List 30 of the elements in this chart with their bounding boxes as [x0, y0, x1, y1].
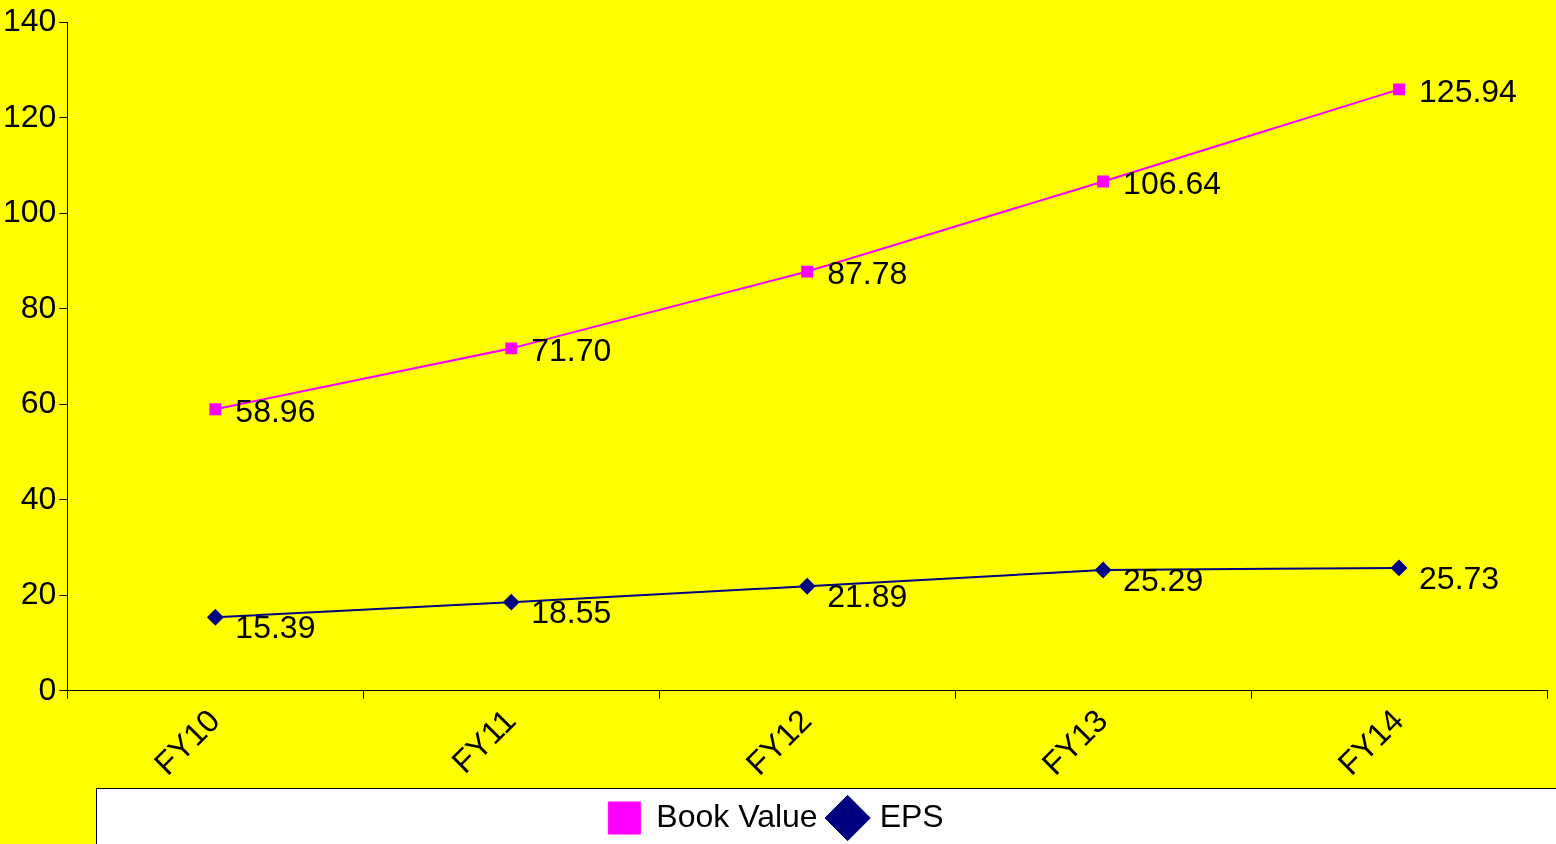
data-label: 58.96 — [235, 393, 316, 430]
point — [801, 265, 814, 278]
y-tick-label: 80 — [20, 288, 57, 325]
y-tick-label: 140 — [3, 2, 57, 39]
point — [209, 403, 222, 416]
y-tick-label: 60 — [20, 384, 57, 421]
data-label: 25.73 — [1419, 559, 1500, 596]
point — [799, 578, 816, 595]
data-label: 25.29 — [1123, 561, 1204, 598]
data-label: 125.94 — [1419, 73, 1517, 110]
point — [1097, 175, 1110, 188]
data-label: 18.55 — [531, 594, 612, 631]
point — [505, 342, 518, 355]
data-label: 87.78 — [827, 255, 908, 292]
point — [1391, 559, 1408, 576]
data-label: 106.64 — [1123, 165, 1221, 202]
point — [503, 594, 520, 611]
legend-label: Book Value — [656, 797, 818, 834]
point — [207, 609, 224, 626]
point — [1393, 83, 1405, 96]
point — [1095, 561, 1112, 578]
data-label: 21.89 — [827, 578, 908, 615]
y-tick-label: 20 — [20, 575, 57, 612]
y-tick-label: 0 — [38, 670, 57, 707]
y-tick-label: 40 — [20, 479, 57, 516]
data-label: 15.39 — [235, 609, 316, 646]
data-label: 71.70 — [531, 332, 612, 369]
legend-label: EPS — [879, 797, 944, 834]
y-tick-label: 100 — [3, 193, 57, 230]
y-tick-label: 120 — [3, 97, 57, 134]
